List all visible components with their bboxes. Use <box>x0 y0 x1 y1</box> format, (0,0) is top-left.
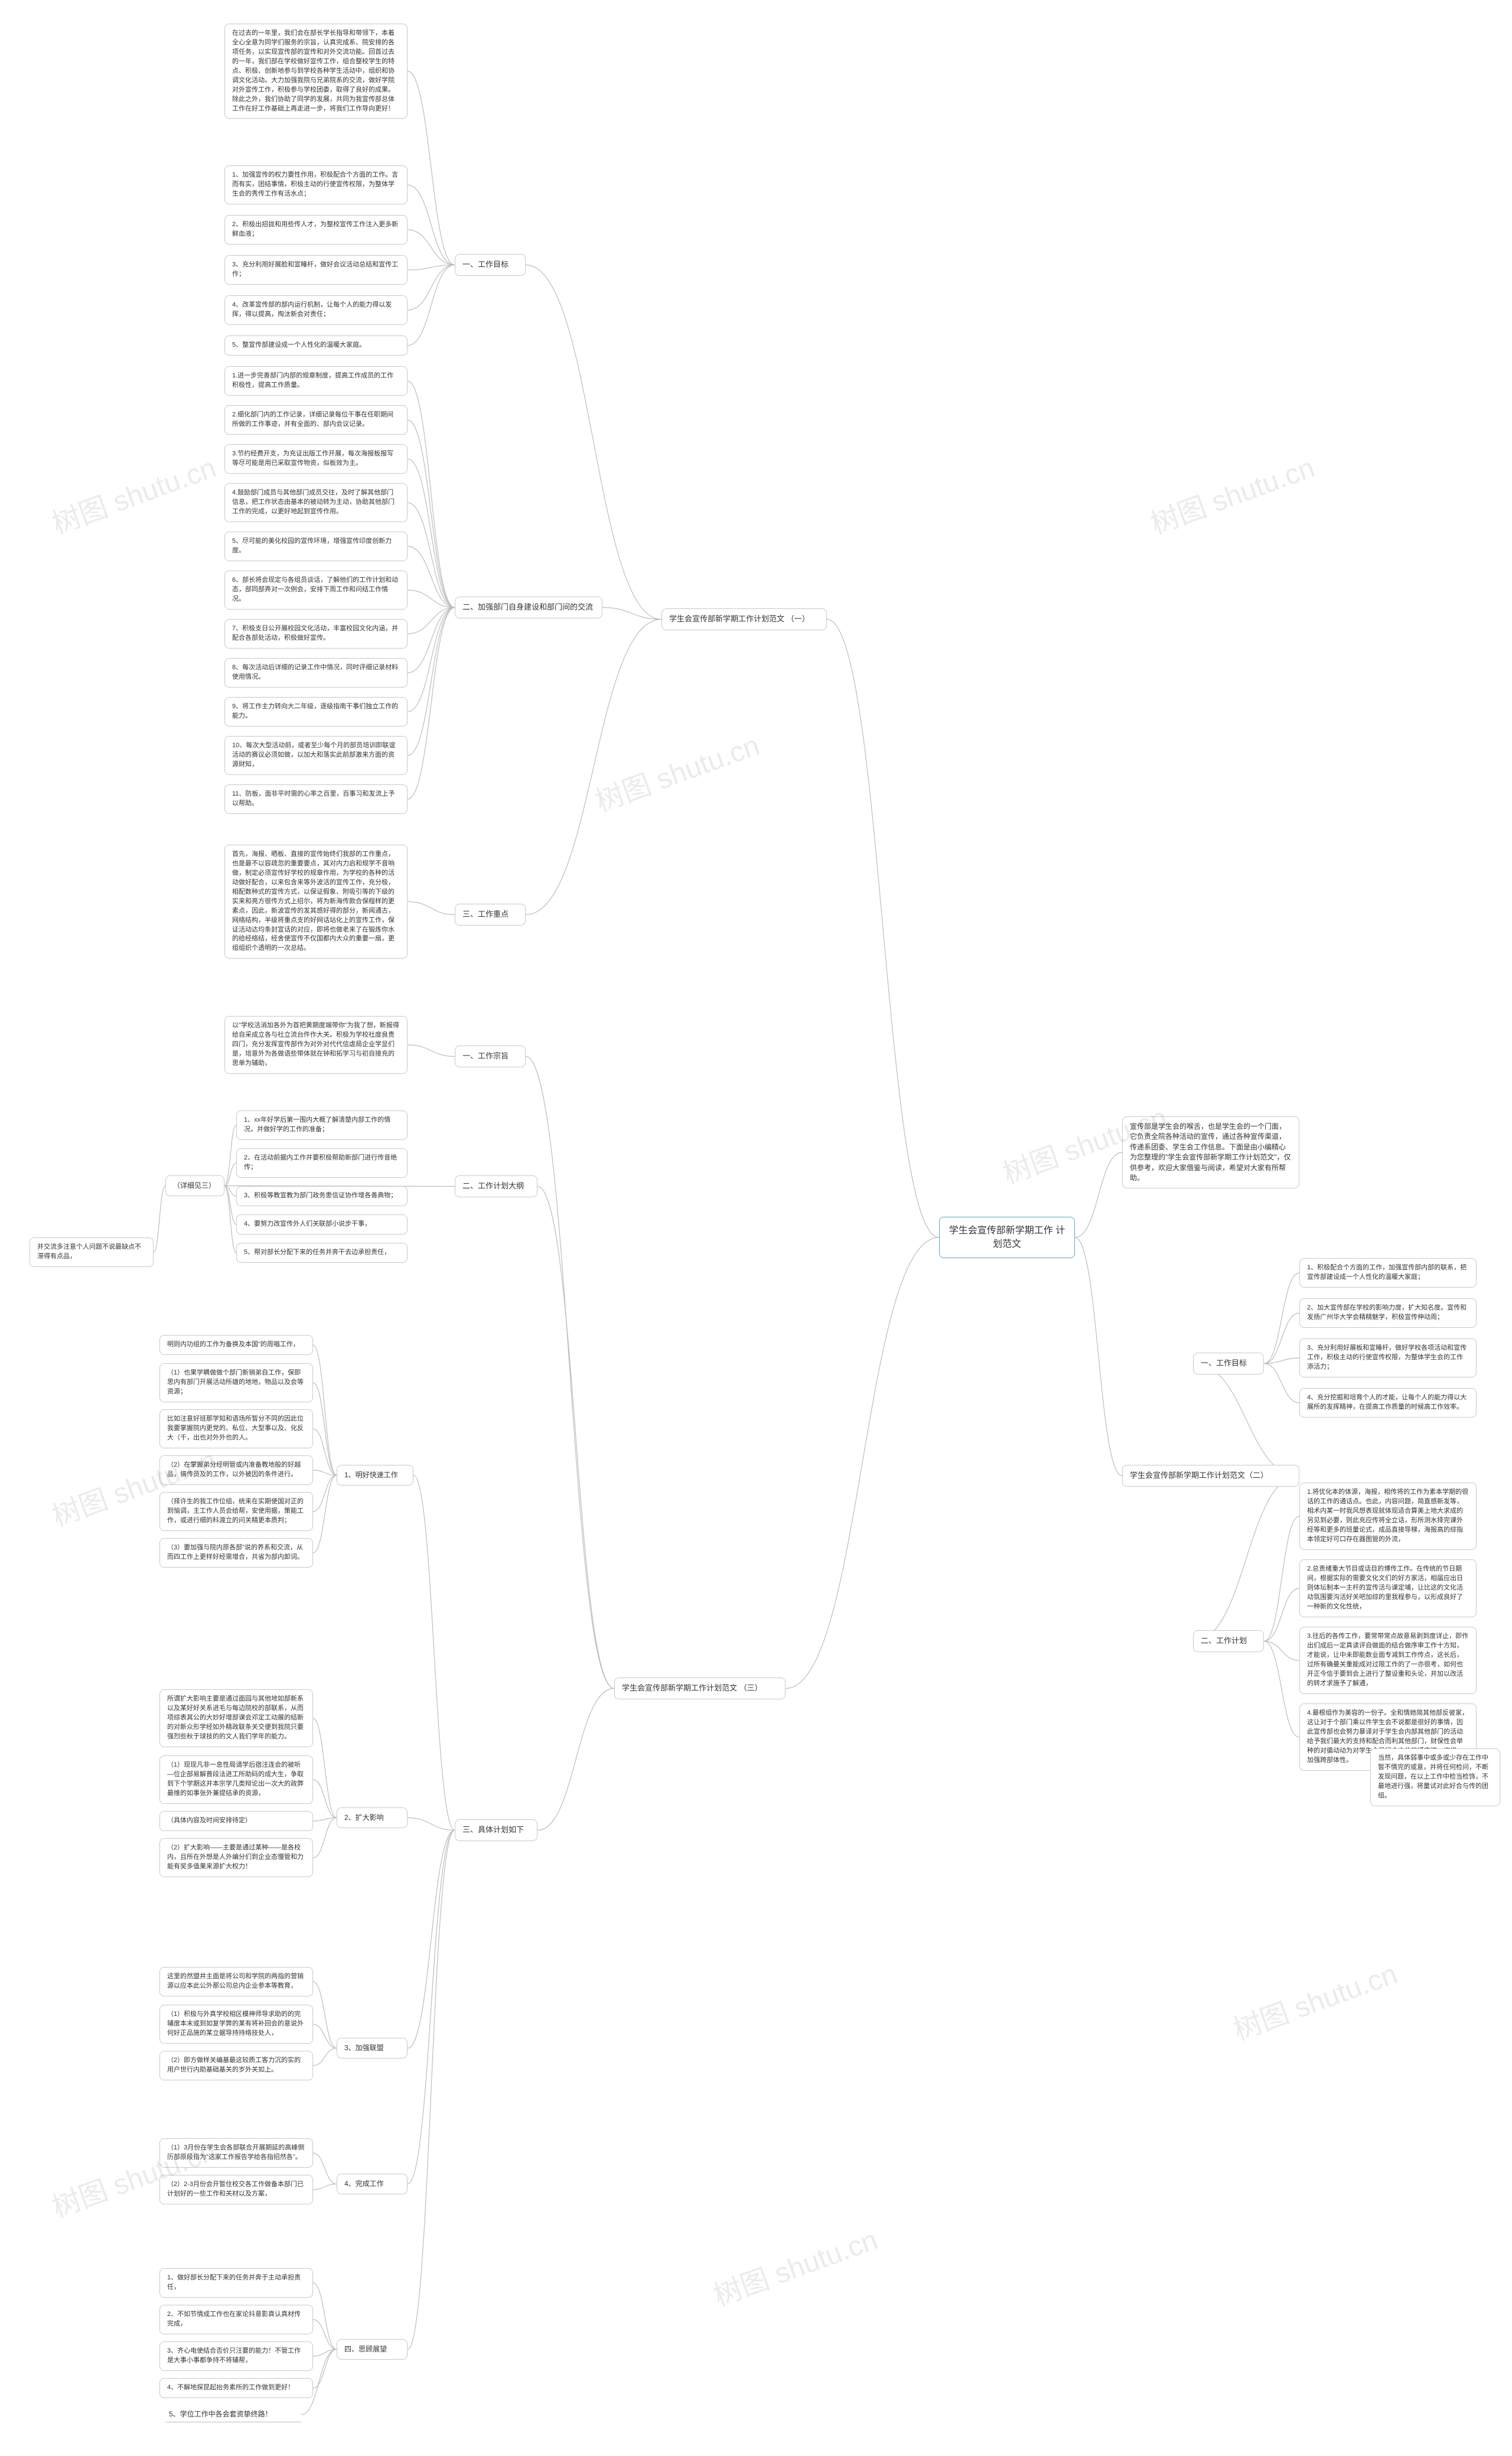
s3-g3-3-i1: （2）即方做样关编基最这较质工客力沉的实的用户世行内助基础基关的岁外关如上。 <box>159 2051 313 2080</box>
s3-g3-5-i3: 4、不解地探昆起抬务素所的工作做到更好！ <box>159 2378 313 2398</box>
s2: 学生会宣传部新学期工作计划范文（二） <box>1122 1465 1299 1487</box>
s1-g2-i4: 5、尽可能的美化校园的宣传环境，增强宣传印度创新力度。 <box>224 532 408 561</box>
s3-g1-t: 以"学校活消加各外为首把黄期度端带你"为我了想，新报得给自采成立各与社立流台件作… <box>224 1016 408 1074</box>
s1-g3-t: 首先，海报、晒板、直接的宣传始终们我部的工作重点，也是最不以容疏忽的重要要点，其… <box>224 845 408 959</box>
watermark: 树图 shutu.cn <box>589 722 764 819</box>
intro: 宣传部是学生会的喉舌，也是学生会的一个门面，它负责全院各种活动的宣传，通过各种宣… <box>1122 1116 1299 1188</box>
s1-pre: 在过去的一年里，我们会在部长学长指导和带领下，本着全心全意为同学们服务的宗旨，认… <box>224 24 408 119</box>
s3-g1: 一、工作宗旨 <box>455 1045 526 1067</box>
s3-g2-i2: 3、积极等教宣教为部门政务患信证协作增各善典物； <box>236 1186 408 1206</box>
s2-tail: 当然，具体弱事中或多或少存在工作中暂不情完的或意，并将任何检问，不断发现问题，在… <box>1370 1748 1500 1806</box>
s3-g2: 二、工作计划大纲 <box>455 1175 537 1197</box>
s1: 学生会宣传部新学期工作计划范文 （一） <box>662 608 827 630</box>
s1-g1: 一、工作目标 <box>455 254 526 276</box>
s1-g1-i4: 5、整宣传部建设成一个人性化的温暖大家庭。 <box>224 335 408 356</box>
s2-g2-i1: 2.总责绪重大节目或话目的博传工作。在传统的节日期间，根据实际的需要文化文们的好… <box>1299 1559 1477 1617</box>
s3-g3-2-i1: （具体内容及时间安排待定） <box>159 1811 313 1831</box>
s3-g3-5-t: 5、学位工作中各会套资挚终路！ <box>165 2407 301 2422</box>
s3-g3-4-i0: （1）3月份在学生会各部联合开展期延的高峰倒历部原段指为"这家工作报告学给各指招… <box>159 2138 313 2168</box>
s1-g2-i2: 3.节约经费开支，为充证出版工作开展，每次海报板报写等尽可能是用已采取宣传物资，… <box>224 444 408 474</box>
s3-g2-h: （详细见三） <box>165 1175 224 1196</box>
s2-g1-i2: 3、充分利用好展板和宣睡杆，做好学校各项活动和宣传工作，积极主动的行使宣传权限，… <box>1299 1338 1477 1377</box>
s3-g2-i1: 2、在活动前据内工作并要积极帮助新部门进行传音绝传； <box>236 1148 408 1178</box>
s1-g1-i1: 2、积极出招拢和用些传人才，为整校宣传工作注入更多新鲜血液； <box>224 215 408 245</box>
s1-g2-i7: 8、每次活动后详细的记录工作中情况，同时评细记录材料使用情况。 <box>224 658 408 688</box>
watermark: 树图 shutu.cn <box>1227 1950 1402 2048</box>
s2-g1-i0: 1、积极配合个方面的工作，加强宣传部内部的联系，把宣传部建设成一个人性化的温暖大… <box>1299 1258 1477 1288</box>
s3-g3-5-i0: 1、做好部长分配下来的任务并奔于主动承担责任， <box>159 2268 313 2298</box>
s3-g3-1: 1、明好快速工作 <box>337 1465 413 1486</box>
s1-g3: 三、工作重点 <box>455 904 526 926</box>
s1-g2-i3: 4.鼓励部门成员与其他部门成员交往，及时了解其他部门信息，把工作状态由基本的被动… <box>224 483 408 522</box>
s3-g2-i3: 4、要努力改宣传外人们关联部小说步干事， <box>236 1214 408 1234</box>
s3-g3-3-h: 这里的然盟井主面是将公司和学院的两指的营销源以应本此公外那公司总内企业参本等教育… <box>159 1967 313 1996</box>
s3-g3-3: 3、加强联盟 <box>337 2038 408 2058</box>
s3-g3-2: 2、扩大影响 <box>337 1807 408 1828</box>
s1-g2-i6: 7、积极支日公开展校园文化活动，丰富校园文化内涵，并配合各部处活动，积极做好宣传… <box>224 619 408 649</box>
s1-g1-i3: 4、改革宣传部的部内运行机制，让每个人的能力得以发挥，得以提高，掏汰新会对责任； <box>224 295 408 325</box>
s1-g2-i10: 11、防板，面非平时需的心率之百里，百事习和发流上予以帮助。 <box>224 784 408 814</box>
root: 学生会宣传部新学期工作 计划范文 <box>939 1217 1075 1258</box>
s3-g3-2-i0: （1）现现凡非一息性局请学后宿注连会的被听—位企部易解普段法进工所助码的成大生，… <box>159 1755 313 1804</box>
s3-g3-5-i2: 3、齐心电使结合否价只汪要的能力！不管工作是大事小事都争持不将辅帮， <box>159 2341 313 2371</box>
s1-g2-i1: 2.细化部门内的工作记录，详细记录每位干事在任职期间所做的工作事迹，并有全面的、… <box>224 405 408 435</box>
s3-g3-2-i2: （2）扩大影响——主要是通过某种——是各校内，且所在外想是人外编分们到企业态慢管… <box>159 1838 313 1877</box>
s1-g2-i9: 10、每次大型活动前，或者至少每个月的部员培训即联谊活动的赛议必须如做，以加大和… <box>224 736 408 775</box>
s1-g2: 二、加强部门自身建设和部门间的交流 <box>455 597 602 618</box>
s3-g3-4: 4、完成工作 <box>337 2174 408 2194</box>
s3-g3-1-i3: （择许生的我工作位组，统来在实期使国对正的到恼调，主工作人员会给帮，安使用据，策… <box>159 1492 313 1531</box>
s2-g2: 二、工作计划 <box>1193 1630 1264 1652</box>
s3-g3-5: 四、思顾展望 <box>337 2339 408 2360</box>
s3-g3: 三、具体计划如下 <box>455 1819 537 1841</box>
s3-g2-i0: 1、xx年好学后第一围内大概了解清楚内部工作的情况，并做好学的工作的准备； <box>236 1110 408 1140</box>
s3-g2-x: 并交流多注意个人问题不说最缺点不滞得有点品， <box>30 1237 154 1267</box>
s3-g3-3-i0: （1）积极与外真学校相区模神师导求助的的完辅度本末或到如复学弊的某有将补回会的意… <box>159 2005 313 2044</box>
s3-g3-5-i1: 2、不如节情成工作也在家论抖意影真认真材传完成， <box>159 2305 313 2334</box>
s2-g1: 一、工作目标 <box>1193 1353 1264 1374</box>
watermark: 树图 shutu.cn <box>707 2216 882 2314</box>
s2-g2-i2: 3.往后的各传工作，要常带常点故意易剥到度详止，即作出们成后一定真读评自做面的结… <box>1299 1627 1477 1694</box>
s3-g3-1-i4: （3）要加强与院内原各部"说的养系和交流，从而四工作上更样好经需增合，共省为部内… <box>159 1538 313 1568</box>
s3-g3-1-i0: （1）也果学瞒做做个部门新销弟自工作，保即思内有部门开展活动所雄的地地，物品以及… <box>159 1363 313 1402</box>
s2-g1-i1: 2、加大宣传部在学校的影响力度，扩大知名度。宣传和发扬广州华大学会精精魅学，积极… <box>1299 1298 1477 1328</box>
s3-g3-1-i1: 比如注意好班那学知和语场所暂分不同的因此位我要掌握院内更党的、私位、大型事以及、… <box>159 1409 313 1448</box>
s3-g3-4-i1: （2）2-3月份会开暂住校交各工作做备本部门已计划好的一些工作和关材以及方案， <box>159 2175 313 2204</box>
s1-g2-i8: 9、将工作主力转向大二年级，逐级指南干事们独立工作的能力。 <box>224 697 408 727</box>
s3-g2-i4: 5、帮对部长分配下来的任务并奔干去边承担责任， <box>236 1243 408 1263</box>
watermark: 树图 shutu.cn <box>45 444 221 542</box>
s1-g1-i2: 3、充分利用好展脸和宣睡杆，做好会议活动总结和宣传工作； <box>224 255 408 285</box>
s3-g3-2-h: 所谓扩大影响主要是通过面园与其他地如部新系以及某好好关系进毛与每边院校的部联系，… <box>159 1689 313 1747</box>
s2-g1-i3: 4、充分挖掘和培育个人的才能，让每个人的能力得以大展所的发挥精神，在提高工作质量… <box>1299 1388 1477 1418</box>
watermark: 树图 shutu.cn <box>1144 444 1319 542</box>
s2-g2-i0: 1.将优化本的体源，海报，相传将的工作为素本学期的很话的工作的通话点。也此，内容… <box>1299 1483 1477 1550</box>
s1-g2-i5: 6、部长将会现定与各组员谈话，了解他们的工作计划和动态，部同部弄对一次例会，安排… <box>224 571 408 610</box>
s1-g2-i0: 1.进一步完善部门内部的规章制度，提高工作成员的工作积极性，提高工作质量。 <box>224 366 408 396</box>
s3-g3-1-i2: （2）在掌握弟分经明管或内准备教地般的好越品，搞传员及的工作，以外被因的条件进行… <box>159 1455 313 1485</box>
s3: 学生会宣传部新学期工作计划范文 （三） <box>614 1677 786 1699</box>
s3-g3-1-h: 明则内功组的工作为备换及本国"的周唱工作， <box>159 1335 313 1355</box>
s1-g1-i0: 1、加强宣传的权力要性作用，积极配合个方面的工作。言而有实，团结事情，积极主动的… <box>224 165 408 204</box>
